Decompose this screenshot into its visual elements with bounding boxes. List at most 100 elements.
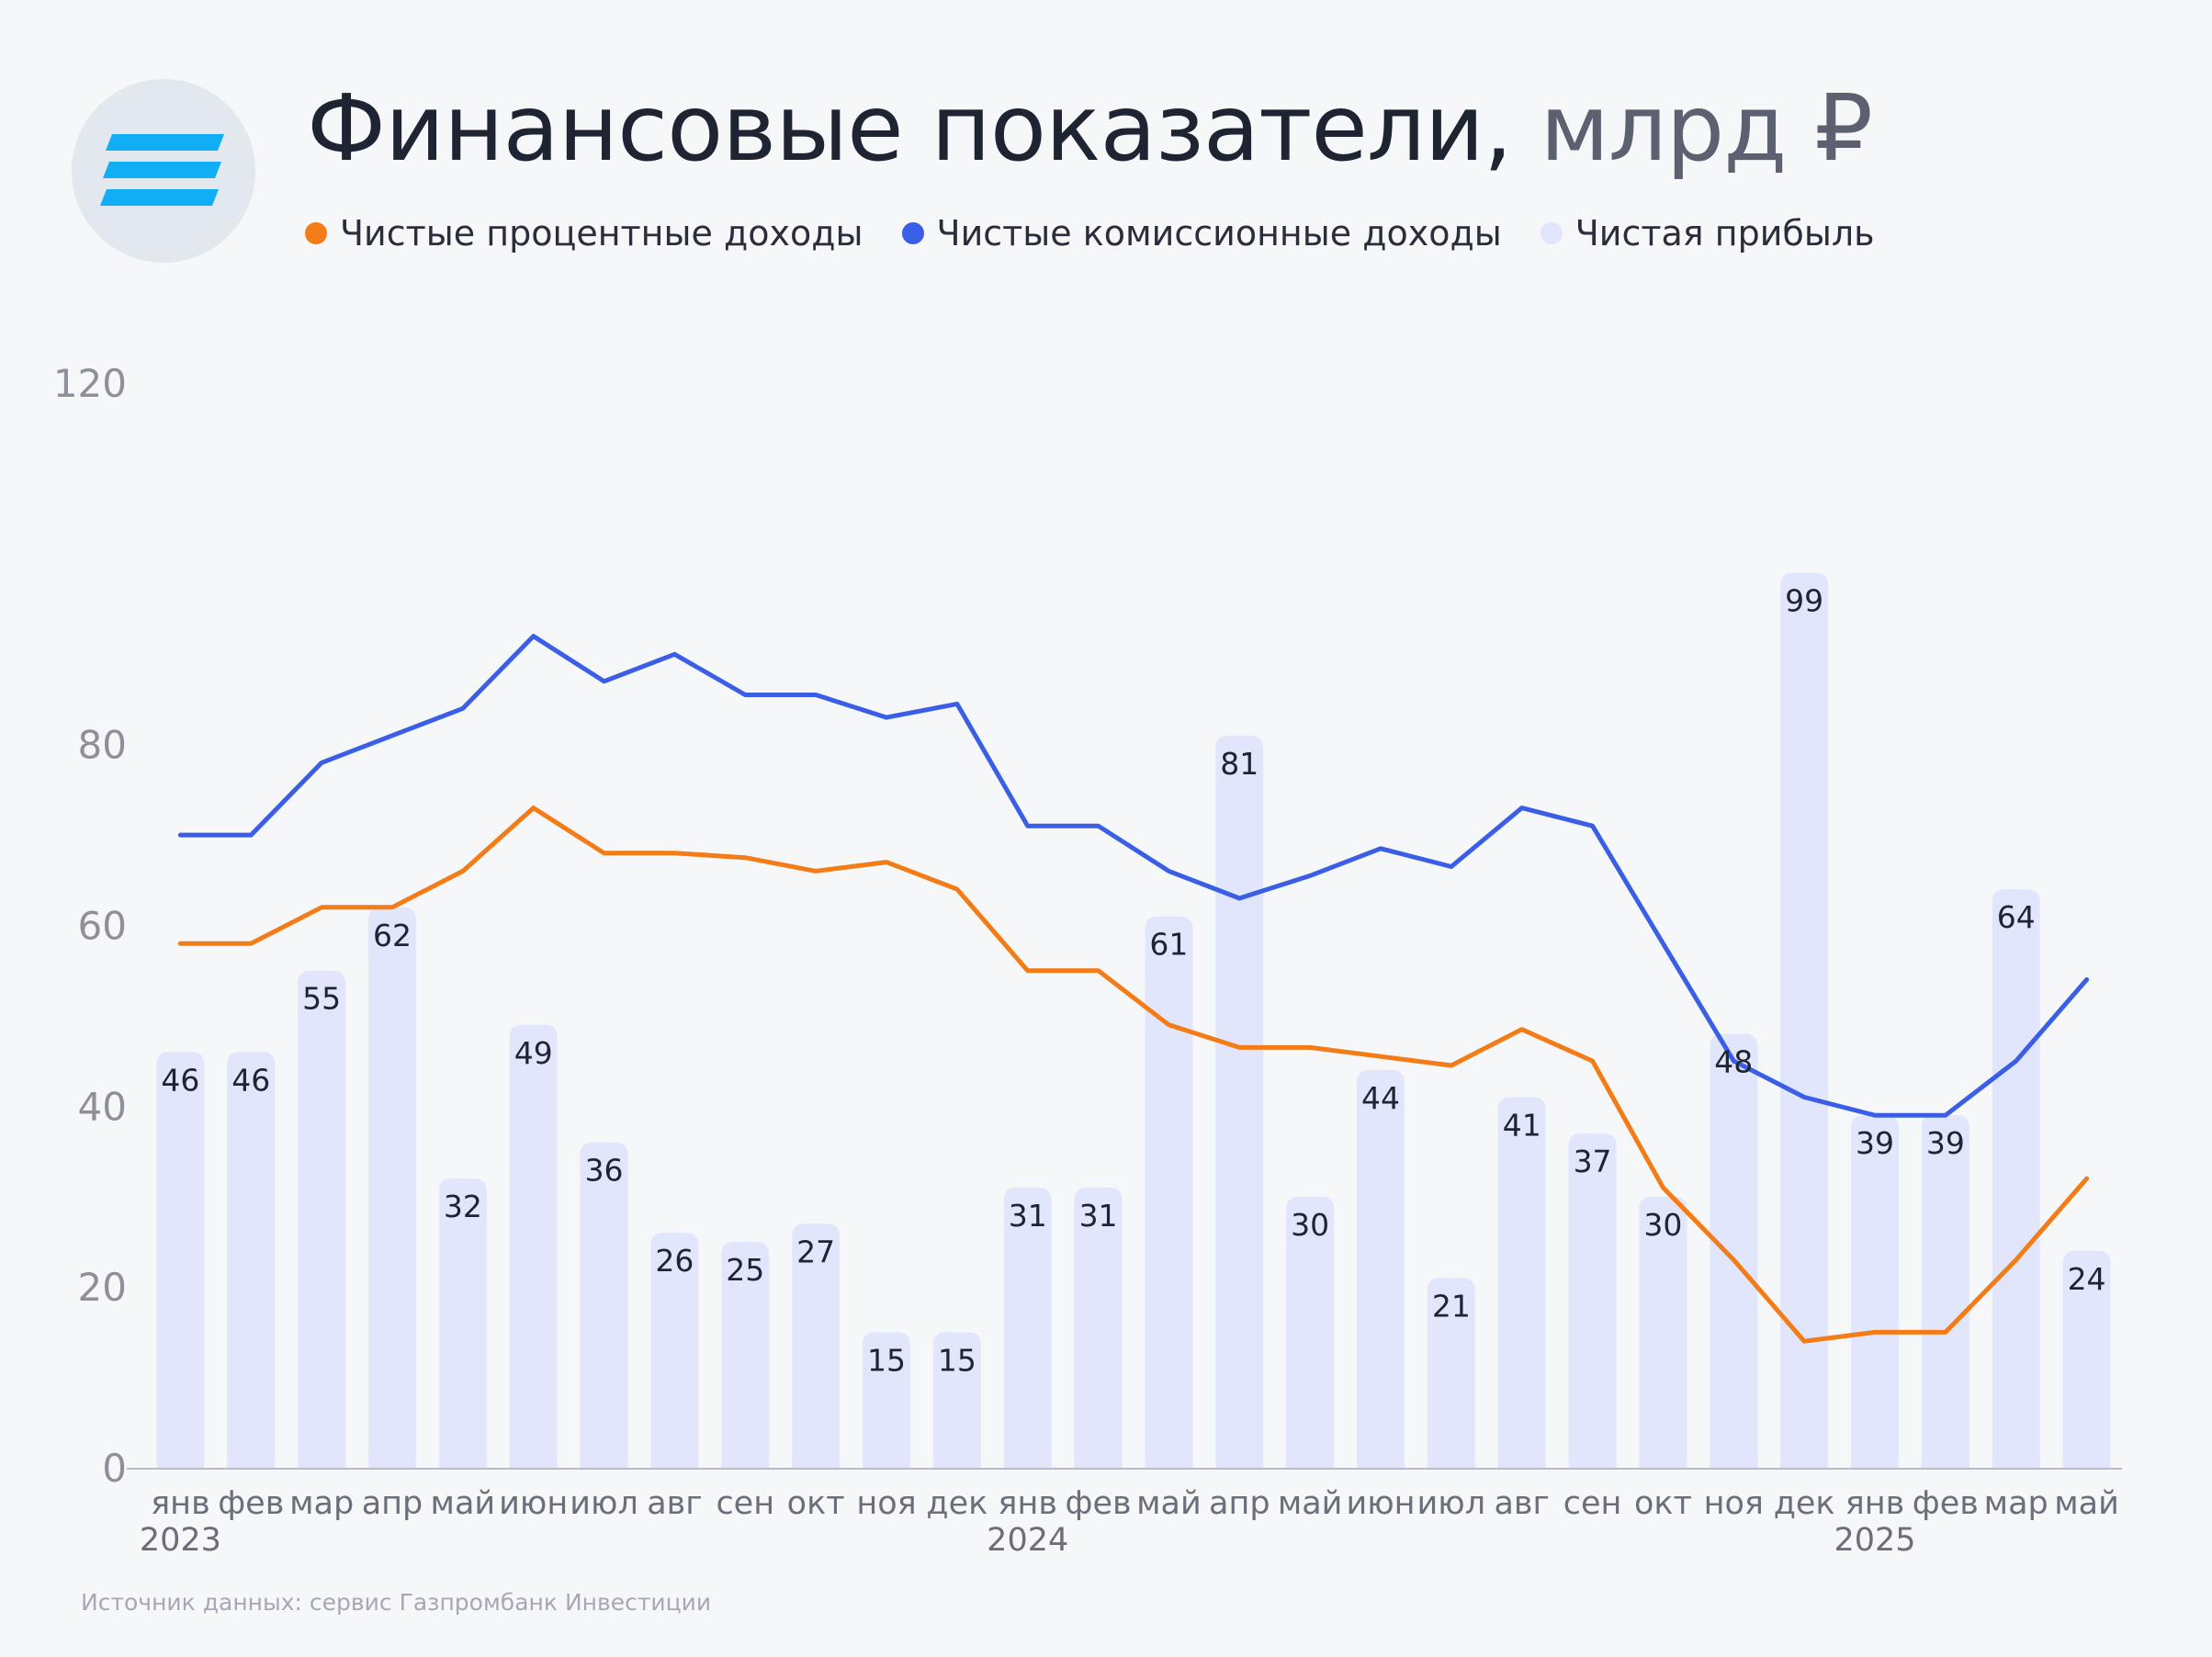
legend-item-commission-income: Чистые комиссионные доходы	[901, 213, 1502, 254]
bar-data-label: 64	[1997, 899, 2036, 935]
x-tick-label: июл	[1417, 1485, 1486, 1522]
bar-data-label: 24	[2068, 1261, 2106, 1297]
x-year-label: 2023	[140, 1522, 221, 1559]
x-tick-label: июн	[499, 1485, 568, 1522]
x-tick-label: фев	[1066, 1485, 1132, 1522]
x-tick-label: окт	[787, 1485, 845, 1522]
logo	[72, 79, 255, 263]
x-tick-label: апр	[1209, 1485, 1270, 1522]
x-tick-label: фев	[218, 1485, 284, 1522]
line-commission-income	[177, 634, 2090, 1118]
y-tick-label: 120	[53, 361, 127, 406]
x-tick-label: июн	[1346, 1485, 1415, 1522]
x-tick-label: май	[431, 1485, 496, 1522]
x-tick-label: май	[1136, 1485, 1202, 1522]
bar-data-label: 48	[1714, 1044, 1753, 1080]
bar-net-profit	[509, 1024, 558, 1468]
x-tick-label: мар	[1984, 1485, 2048, 1522]
bar-data-label: 62	[373, 918, 412, 953]
x-tick-label: окт	[1634, 1485, 1692, 1522]
bar-net-profit	[1992, 889, 2040, 1468]
bar-net-profit	[1851, 1115, 1899, 1468]
x-tick-label: янв	[151, 1485, 210, 1522]
bar-net-profit	[932, 1332, 981, 1468]
bar-net-profit	[368, 907, 416, 1468]
bar-data-label: 99	[1785, 583, 1823, 619]
x-tick-label: ноя	[1704, 1485, 1764, 1522]
stacked-bars-logo-icon	[100, 134, 224, 206]
x-tick-label: мар	[289, 1485, 354, 1522]
bar-net-profit	[298, 970, 346, 1468]
x-tick-label: апр	[362, 1485, 423, 1522]
bar-net-profit	[792, 1223, 841, 1468]
bar-data-label: 37	[1574, 1144, 1612, 1179]
bar-data-label: 30	[1643, 1207, 1682, 1243]
x-year-label: 2025	[1834, 1522, 1915, 1559]
page-title: Финансовые показатели, млрд ₽	[307, 64, 1873, 193]
bar-net-profit	[1357, 1069, 1405, 1468]
x-tick-label: май	[2054, 1485, 2119, 1522]
bar-data-label: 41	[1503, 1107, 1541, 1143]
bar-data-label: 31	[1009, 1198, 1047, 1234]
bar-data-label: 49	[514, 1035, 553, 1071]
legend-dot-interest-income	[305, 222, 327, 244]
bar-data-label: 15	[867, 1342, 906, 1378]
x-tick-label: янв	[1845, 1485, 1905, 1522]
legend-item-net-profit: Чистая прибыль	[1540, 213, 1875, 254]
y-tick-label: 0	[102, 1446, 127, 1491]
x-tick-label: авг	[647, 1485, 702, 1522]
bar-data-label: 32	[444, 1189, 482, 1224]
bar-net-profit	[1921, 1115, 1969, 1468]
bar-net-profit	[650, 1233, 699, 1468]
bar-net-profit	[580, 1142, 628, 1468]
bar-data-label: 25	[726, 1252, 764, 1288]
x-tick-label: сен	[716, 1485, 774, 1522]
bar-net-profit	[1497, 1097, 1546, 1468]
title-main: Финансовые показатели,	[307, 74, 1513, 182]
bar-data-label: 61	[1149, 927, 1188, 963]
x-tick-label: сен	[1563, 1485, 1622, 1522]
bar-net-profit	[156, 1052, 205, 1468]
bar-data-label: 15	[938, 1342, 976, 1378]
x-tick-label: дек	[1774, 1485, 1835, 1522]
bar-net-profit	[721, 1241, 770, 1468]
x-tick-label: ноя	[856, 1485, 916, 1522]
legend-dot-net-profit	[1540, 222, 1563, 244]
bar-net-profit	[1215, 735, 1264, 1468]
bar-net-profit	[1145, 916, 1193, 1468]
bar-net-profit	[1003, 1187, 1052, 1468]
y-tick-label: 60	[78, 904, 127, 949]
bar-data-label: 46	[231, 1062, 270, 1098]
y-tick-label: 80	[78, 723, 127, 768]
bar-data-label: 39	[1856, 1125, 1894, 1161]
bar-data-label: 30	[1291, 1207, 1329, 1243]
bar-data-label: 46	[161, 1062, 199, 1098]
legend-item-interest-income: Чистые процентные доходы	[305, 213, 863, 254]
title-unit: млрд ₽	[1540, 74, 1872, 182]
legend-label-commission-income: Чистые комиссионные доходы	[936, 213, 1502, 254]
bar-net-profit	[2062, 1250, 2111, 1468]
bar-net-profit	[863, 1332, 910, 1468]
line-interest-income	[177, 806, 2090, 1344]
bar-net-profit	[1710, 1033, 1758, 1468]
legend-label-interest-income: Чистые процентные доходы	[340, 213, 863, 254]
bar-net-profit	[227, 1052, 276, 1468]
bar-data-label: 27	[796, 1234, 835, 1269]
bar-data-label: 36	[585, 1153, 624, 1189]
bar-data-label: 44	[1361, 1080, 1400, 1116]
x-tick-label: янв	[998, 1485, 1057, 1522]
bar-data-label: 31	[1079, 1198, 1118, 1234]
x-tick-label: дек	[926, 1485, 988, 1522]
y-tick-label: 20	[78, 1265, 127, 1310]
bar-net-profit	[438, 1178, 487, 1468]
bar-data-label: 55	[302, 981, 341, 1017]
x-tick-label: авг	[1494, 1485, 1549, 1522]
source-note: Источник данных: сервис Газпромбанк Инве…	[81, 1589, 712, 1616]
x-tick-label: июл	[570, 1485, 638, 1522]
x-year-label: 2024	[987, 1522, 1068, 1559]
bar-net-profit	[1427, 1278, 1475, 1468]
x-tick-label: фев	[1913, 1485, 1979, 1522]
x-tick-label: май	[1278, 1485, 1343, 1522]
bar-net-profit	[1568, 1133, 1617, 1468]
